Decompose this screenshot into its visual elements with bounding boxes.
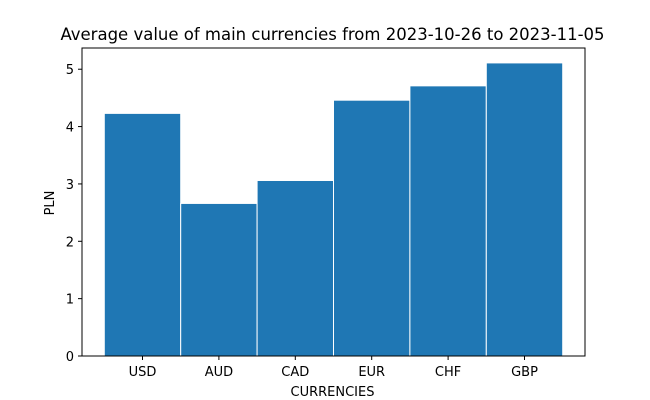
y-tick-label: 3 [66, 178, 74, 193]
x-tick-label: GBP [511, 365, 538, 380]
y-tick-label: 4 [66, 121, 74, 136]
bar-gbp [485, 62, 564, 357]
y-axis-label: PLN [43, 191, 58, 216]
x-tick-label: CHF [435, 365, 461, 380]
x-axis-label: CURRENCIES [291, 385, 375, 400]
bar-cad [256, 179, 335, 357]
x-tick-label: USD [129, 365, 157, 380]
bars-group [103, 62, 564, 357]
y-tick-label: 5 [66, 63, 74, 78]
x-tick-label: AUD [205, 365, 233, 380]
bar-chf [409, 85, 487, 357]
plot-frame [81, 47, 586, 357]
x-axis: USD AUD CAD EUR CHF GBP [129, 356, 538, 380]
y-tick-label: 0 [66, 350, 74, 365]
x-tick-label: CAD [281, 365, 309, 380]
bar-eur [333, 99, 411, 357]
y-tick-label: 1 [66, 293, 74, 308]
chart-title: Average value of main currencies from 20… [60, 25, 604, 44]
bar-aud [180, 202, 258, 357]
y-axis: 0 1 2 3 4 5 [66, 63, 82, 365]
bar-usd [103, 112, 182, 357]
x-tick-label: EUR [358, 365, 385, 380]
y-tick-label: 2 [66, 235, 74, 250]
